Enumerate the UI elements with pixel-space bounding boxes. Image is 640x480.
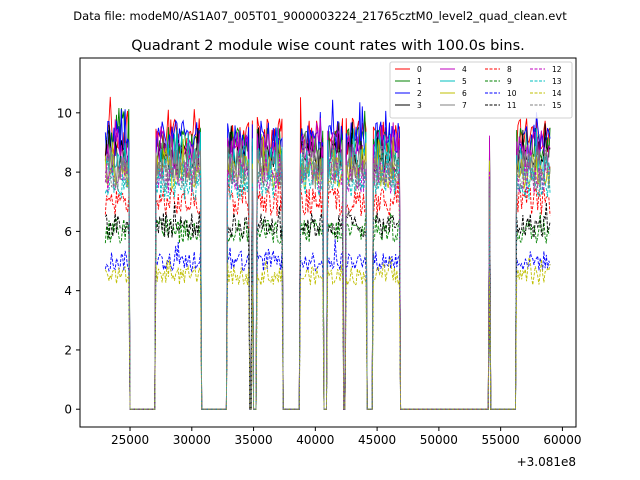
plot-lines [104,96,551,410]
x-tick-label: 30000 [173,433,211,447]
x-tick-label: 40000 [296,433,334,447]
legend-label-6: 6 [462,89,467,98]
series-line-10 [104,239,551,410]
y-axis: 0 2 4 6 8 10 [57,106,80,417]
legend-label-0: 0 [417,65,422,74]
legend-label-10: 10 [507,89,517,98]
x-tick-label: 25000 [111,433,149,447]
y-tick-label: 6 [64,225,72,239]
y-tick-label: 10 [57,106,72,120]
legend-label-3: 3 [417,101,422,110]
legend-label-8: 8 [507,65,512,74]
y-tick-label: 2 [64,343,72,357]
x-axis: 25000 30000 35000 40000 45000 50000 55000 60000 [111,427,582,447]
x-tick-label: 35000 [234,433,272,447]
y-tick-label: 4 [64,284,72,298]
x-tick-label: 50000 [420,433,458,447]
legend-label-2: 2 [417,89,422,98]
legend-label-4: 4 [462,65,467,74]
legend-frame [389,61,573,119]
legend-label-12: 12 [552,65,562,74]
y-tick-label: 8 [64,166,72,180]
legend-label-11: 11 [507,101,517,110]
legend-label-14: 14 [552,89,562,98]
x-tick-label: 45000 [358,433,396,447]
legend-label-13: 13 [552,77,562,86]
legend-label-9: 9 [507,77,512,86]
chart-title: Quadrant 2 module wise count rates with … [131,38,525,54]
legend-label-15: 15 [552,101,562,110]
legend-label-7: 7 [462,101,467,110]
legend-label-1: 1 [417,77,422,86]
legend-label-5: 5 [462,77,467,86]
datafile-label: Data file: modeM0/AS1A07_005T01_90000032… [73,9,567,23]
x-tick-label: 55000 [482,433,520,447]
axes-frame [79,57,577,428]
series-line-14 [104,256,551,410]
x-offset-label: +3.081e8 [517,455,576,469]
series-line-15 [105,140,551,410]
x-tick-label: 60000 [543,433,581,447]
y-tick-label: 0 [64,403,72,417]
